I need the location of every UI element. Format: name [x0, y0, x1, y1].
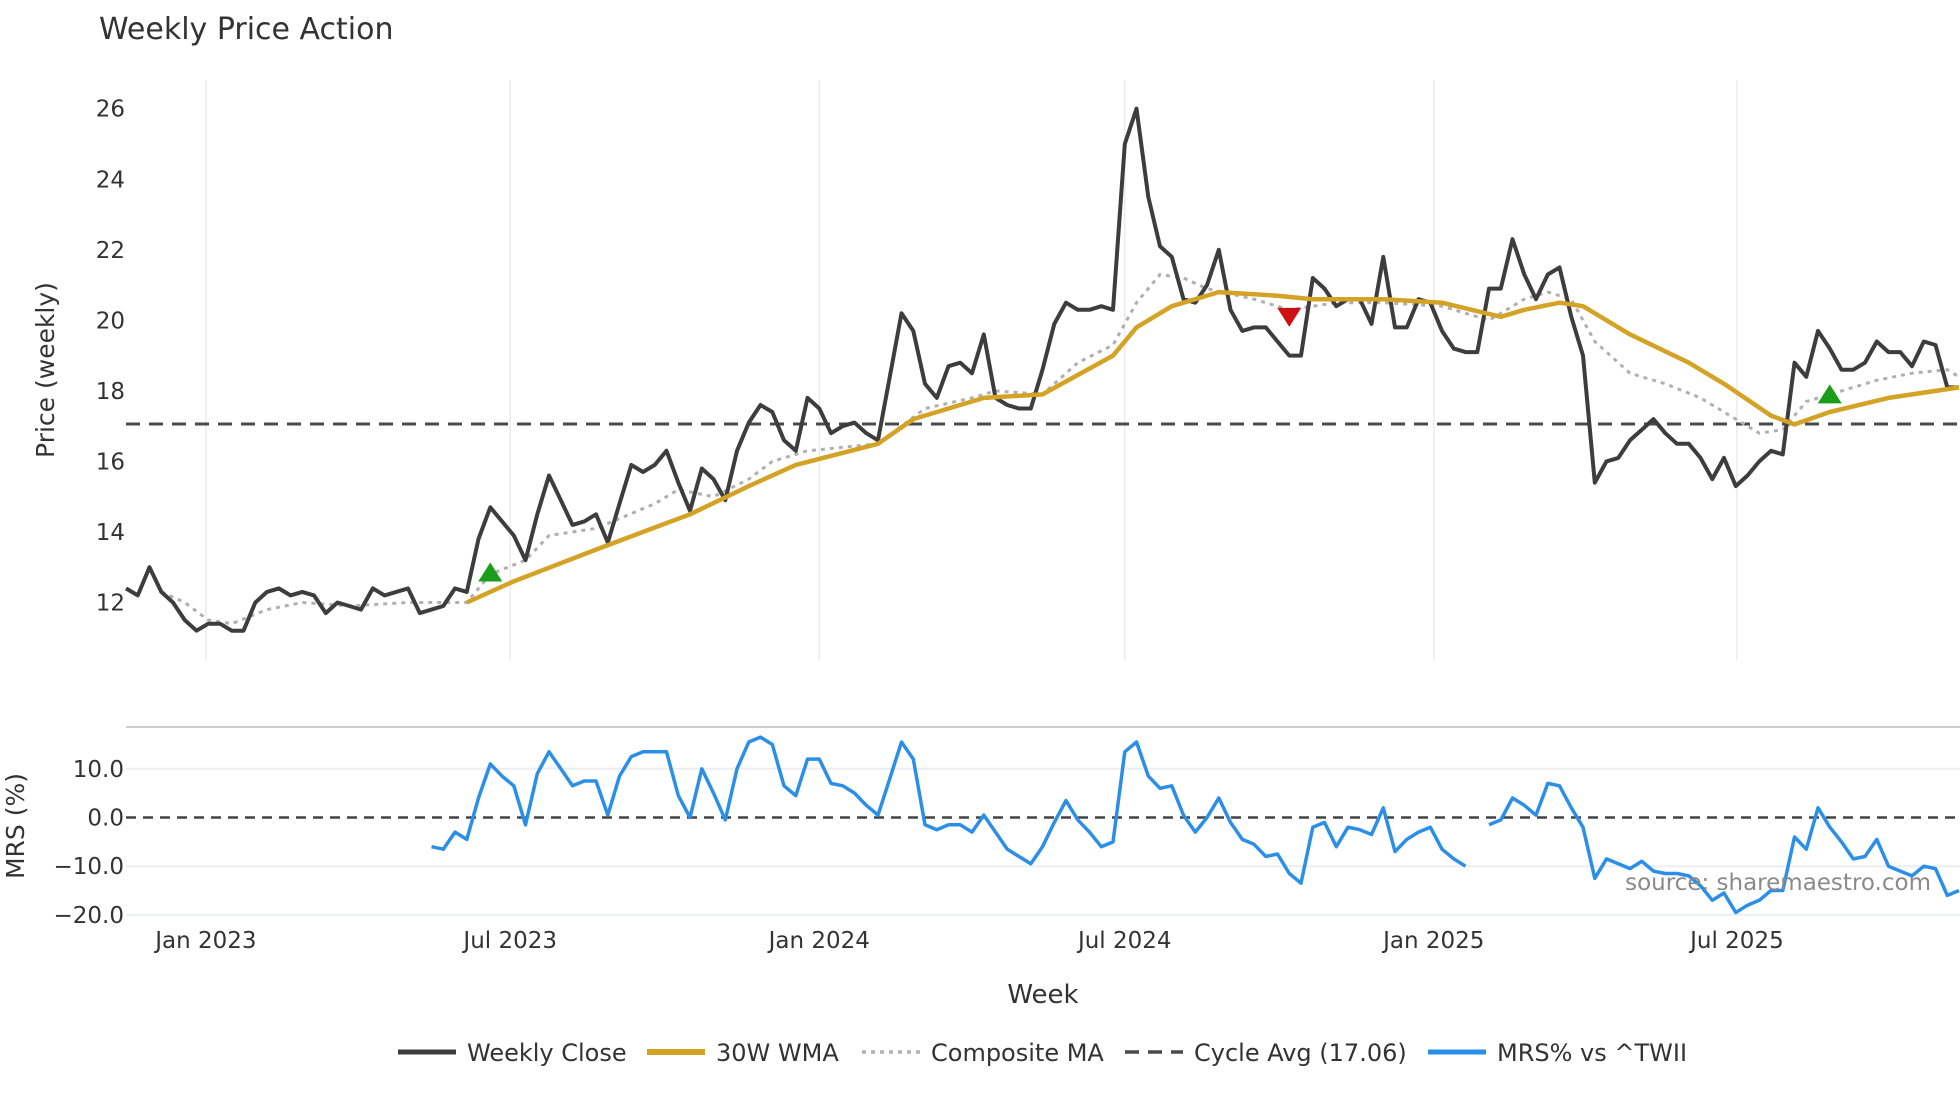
y-tick-label-mrs: 0.0	[87, 806, 124, 832]
legend: Weekly Close 30W WMA Composite MA Cycle Avg…	[398, 1039, 1687, 1067]
y-tick-label-price: 12	[96, 591, 125, 617]
y-tick-label-price: 26	[96, 97, 125, 123]
y-tick-label-price: 18	[96, 379, 125, 405]
composite-ma-line	[160, 272, 1960, 626]
y-axis-label-price: Price (weekly)	[31, 282, 60, 458]
y-tick-label-price: 16	[96, 449, 125, 475]
x-tick-label: Jan 2025	[1381, 928, 1484, 954]
legend-label: Weekly Close	[467, 1039, 627, 1067]
legend-label: 30W WMA	[716, 1039, 839, 1067]
axes: Jan 2023 Jul 2023 Jan 2024 Jul 2024 Jan 2025…	[54, 97, 1784, 954]
y-axis-label-mrs: MRS (%)	[1, 773, 30, 879]
x-axis-label: Week	[1007, 980, 1078, 1010]
sell-signal-marker	[1277, 307, 1302, 327]
y-tick-label-price: 24	[96, 167, 125, 193]
x-tick-label: Jul 2025	[1688, 928, 1784, 954]
x-tick-label: Jul 2023	[461, 928, 557, 954]
buy-signal-marker	[478, 562, 503, 582]
legend-label: Composite MA	[931, 1039, 1104, 1067]
mrs-line	[431, 735, 1960, 915]
buy-signal-marker	[1817, 384, 1842, 404]
y-tick-label-mrs: 10.0	[73, 757, 124, 783]
chart-title: Weekly Price Action	[99, 12, 394, 47]
y-tick-label-price: 20	[96, 308, 125, 334]
legend-label: Cycle Avg (17.06)	[1194, 1039, 1407, 1067]
y-tick-label-price: 14	[96, 520, 125, 546]
source-annotation: source: sharemaestro.com	[1625, 870, 1931, 896]
grid	[126, 80, 1960, 916]
y-tick-label-mrs: −20.0	[54, 903, 124, 929]
x-tick-label: Jan 2023	[153, 928, 256, 954]
wma-30w-line	[465, 289, 1960, 605]
x-tick-label: Jan 2024	[767, 928, 870, 954]
legend-label: MRS% vs ^TWII	[1497, 1039, 1687, 1067]
series	[124, 106, 1960, 915]
weekly-close-line	[124, 106, 1959, 633]
y-tick-label-mrs: −10.0	[54, 854, 124, 880]
x-tick-label: Jul 2024	[1076, 928, 1172, 954]
y-tick-label-price: 22	[96, 238, 125, 264]
